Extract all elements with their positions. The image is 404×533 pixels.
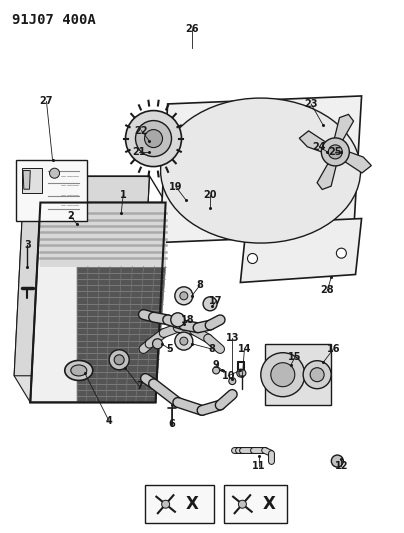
Circle shape — [229, 377, 236, 385]
Text: 14: 14 — [238, 344, 251, 354]
Circle shape — [321, 138, 349, 166]
Ellipse shape — [71, 365, 87, 376]
Circle shape — [203, 297, 217, 311]
Text: 24: 24 — [312, 142, 326, 151]
Text: 26: 26 — [185, 25, 199, 34]
Text: 4: 4 — [106, 416, 112, 426]
Circle shape — [303, 361, 331, 389]
Text: 3: 3 — [24, 240, 31, 250]
Text: 13: 13 — [225, 334, 239, 343]
Circle shape — [239, 369, 246, 377]
Bar — [224, 485, 287, 523]
Text: X: X — [185, 495, 198, 513]
Circle shape — [213, 367, 220, 374]
Text: 16: 16 — [326, 344, 340, 354]
Text: 8: 8 — [196, 280, 204, 290]
Text: 10: 10 — [221, 371, 235, 381]
Bar — [145, 485, 214, 523]
Text: 28: 28 — [320, 286, 334, 295]
Text: 19: 19 — [169, 182, 183, 191]
Text: 12: 12 — [335, 462, 348, 471]
Polygon shape — [40, 203, 166, 266]
Circle shape — [180, 292, 188, 300]
Ellipse shape — [65, 360, 93, 381]
Circle shape — [328, 145, 342, 159]
Circle shape — [271, 362, 295, 387]
Text: 91J07 400A: 91J07 400A — [12, 13, 96, 27]
Text: 20: 20 — [203, 190, 217, 199]
Circle shape — [114, 355, 124, 365]
Circle shape — [145, 130, 162, 148]
Circle shape — [261, 353, 305, 397]
Circle shape — [126, 110, 181, 167]
Text: 9: 9 — [213, 360, 219, 370]
Bar — [16, 160, 87, 221]
Circle shape — [248, 254, 257, 263]
Polygon shape — [299, 131, 328, 154]
Text: 11: 11 — [252, 462, 265, 471]
Text: 21: 21 — [133, 147, 146, 157]
Polygon shape — [343, 150, 371, 173]
Text: 17: 17 — [209, 296, 223, 306]
Text: 5: 5 — [166, 344, 173, 354]
Circle shape — [238, 500, 246, 508]
Circle shape — [175, 332, 193, 350]
Text: 6: 6 — [168, 419, 175, 429]
Circle shape — [237, 369, 245, 377]
Text: 22: 22 — [135, 126, 148, 135]
Ellipse shape — [160, 98, 361, 243]
Polygon shape — [334, 115, 354, 142]
Bar — [265, 344, 331, 405]
Polygon shape — [77, 266, 166, 402]
Circle shape — [153, 339, 162, 349]
Text: 15: 15 — [288, 352, 302, 362]
Text: 27: 27 — [40, 96, 53, 106]
Polygon shape — [14, 176, 40, 402]
Polygon shape — [317, 162, 337, 189]
Polygon shape — [30, 203, 166, 402]
Circle shape — [310, 368, 324, 382]
Polygon shape — [240, 219, 362, 282]
Circle shape — [331, 455, 343, 467]
Circle shape — [175, 287, 193, 305]
Polygon shape — [160, 96, 362, 243]
Text: 8: 8 — [208, 344, 216, 354]
Circle shape — [50, 168, 59, 178]
Polygon shape — [23, 171, 30, 189]
Circle shape — [337, 248, 346, 258]
Bar — [22, 168, 42, 193]
Text: 2: 2 — [67, 211, 74, 221]
Text: 1: 1 — [120, 190, 126, 199]
Polygon shape — [14, 176, 149, 376]
Text: 7: 7 — [136, 382, 143, 391]
Circle shape — [171, 313, 185, 327]
Text: 23: 23 — [304, 99, 318, 109]
Circle shape — [135, 120, 172, 157]
Circle shape — [180, 337, 188, 345]
Text: 25: 25 — [328, 147, 342, 157]
Circle shape — [109, 350, 129, 370]
Text: 18: 18 — [181, 315, 195, 325]
Text: X: X — [262, 495, 275, 513]
Circle shape — [162, 500, 170, 508]
